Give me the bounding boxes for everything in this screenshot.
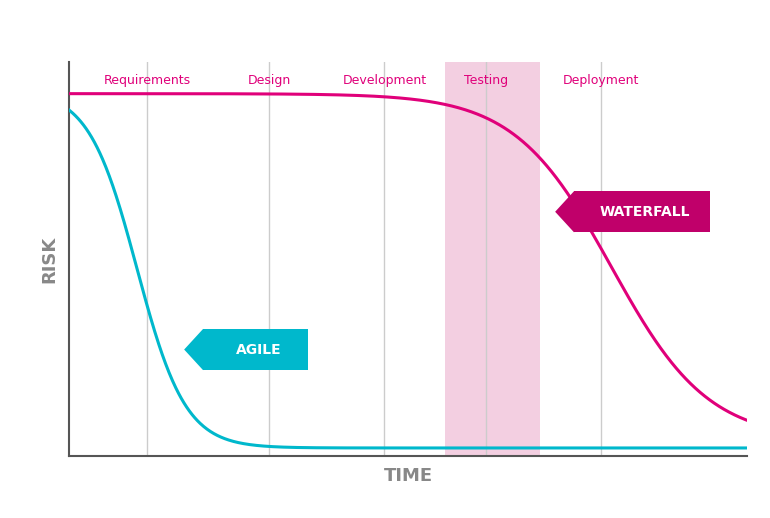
Bar	[445, 62, 541, 456]
Text: AGILE: AGILE	[236, 342, 282, 356]
Bar	[203, 329, 308, 370]
Text: Deployment: Deployment	[563, 74, 639, 87]
Text: Requirements: Requirements	[104, 74, 191, 87]
Text: Design: Design	[248, 74, 291, 87]
Text: WATERFALL: WATERFALL	[600, 205, 691, 219]
Text: Testing: Testing	[464, 74, 508, 87]
X-axis label: TIME: TIME	[383, 467, 433, 485]
Y-axis label: RISK: RISK	[40, 235, 59, 283]
Polygon shape	[555, 191, 574, 233]
Bar	[574, 191, 710, 233]
Text: Development: Development	[343, 74, 427, 87]
Polygon shape	[184, 329, 203, 370]
